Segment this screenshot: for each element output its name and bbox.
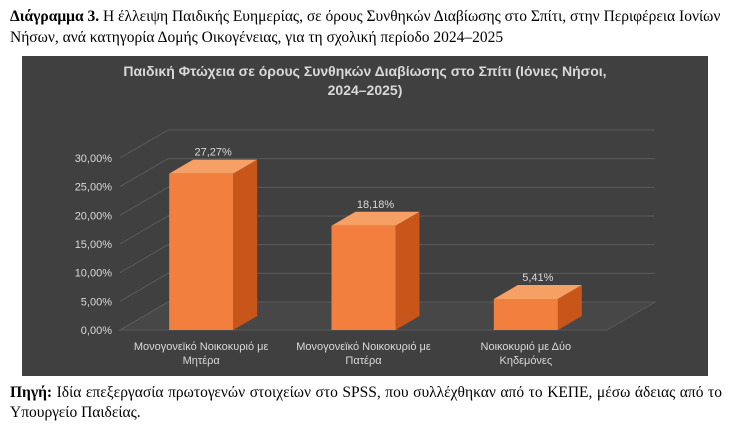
category-label: Μονογονεϊκό Νοικοκυριό με (296, 341, 431, 353)
data-label: 18,18% (357, 199, 395, 211)
gridline (119, 129, 655, 159)
gridline (119, 186, 655, 216)
gridline (119, 158, 655, 188)
gridline (119, 215, 655, 245)
gridline (119, 301, 655, 331)
y-tick-label: 30,00% (75, 153, 113, 165)
chart-title-line: Παιδική Φτώχεια σε όρους Συνθηκών Διαβίω… (123, 63, 606, 79)
y-tick-label: 20,00% (75, 210, 113, 222)
category-label: Νοικοκυριό με Δύο (481, 341, 572, 353)
data-label: 5,41% (522, 272, 553, 284)
source-text: Ιδία επεξεργασία πρωτογενών στοιχείων στ… (10, 384, 722, 421)
y-tick-label: 5,00% (81, 296, 112, 308)
source-note: Πηγή: Ιδία επεξεργασία πρωτογενών στοιχε… (10, 383, 722, 423)
bar-side (233, 159, 258, 330)
figure-caption: Διάγραμμα 3. Η έλλειψη Παιδικής Ευημερία… (10, 6, 722, 48)
bar-chart: Παιδική Φτώχεια σε όρους Συνθηκών Διαβίω… (75, 63, 657, 367)
y-tick-label: 15,00% (75, 239, 113, 251)
bar-top (493, 284, 582, 299)
y-tick-label: 25,00% (75, 182, 113, 194)
bar-top (169, 159, 258, 174)
bar (169, 173, 234, 330)
category-label: Πατέρα (345, 355, 382, 367)
gridline (119, 272, 655, 302)
source-label: Πηγή: (10, 384, 53, 401)
y-tick-label: 0,00% (81, 325, 112, 337)
bar-top (331, 211, 420, 226)
y-tick-label: 10,00% (75, 268, 113, 280)
bar-side (557, 284, 582, 330)
chart-area: Παιδική Φτώχεια σε όρους Συνθηκών Διαβίω… (22, 56, 708, 376)
caption-text: Η έλλειψη Παιδικής Ευημερίας, σε όρους Σ… (10, 8, 721, 46)
category-label: Μονογονεϊκό Νοικοκυριό με (134, 341, 269, 353)
gridline (119, 244, 655, 274)
data-label: 27,27% (195, 147, 233, 159)
bar-side (395, 211, 420, 330)
category-label: Μητέρα (183, 355, 221, 367)
chart-title-line: 2024–2025) (328, 82, 403, 98)
bar (331, 225, 396, 330)
category-label: Κηδεμόνες (500, 355, 553, 367)
bar (493, 298, 558, 330)
caption-label: Διάγραμμα 3. (10, 8, 100, 25)
